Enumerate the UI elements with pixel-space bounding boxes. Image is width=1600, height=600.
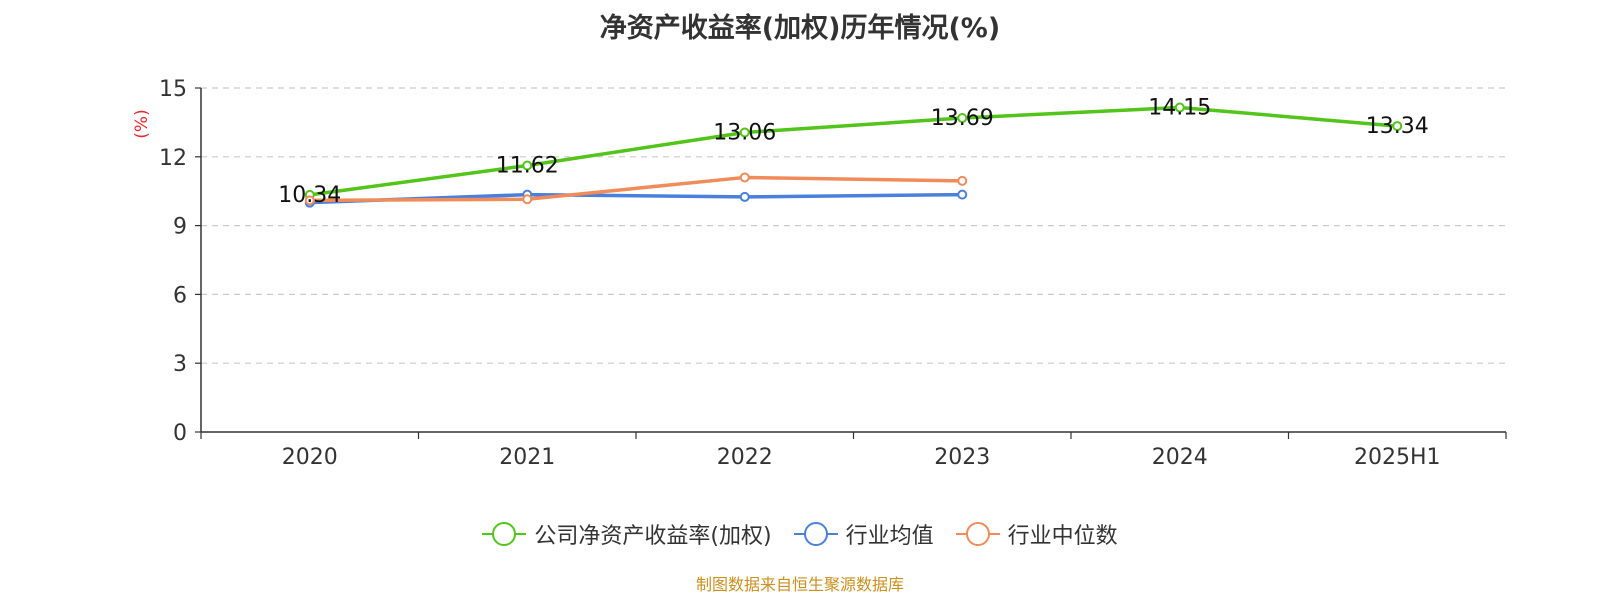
series-line-2 — [308, 175, 964, 203]
plot-area: (%) 0 3 6 9 12 15 2020 2021 2022 2023 2024 2025H1 10.… — [132, 77, 1507, 470]
y-tick-label: 6 — [173, 283, 187, 308]
x-tick-label: 2025H1 — [1354, 445, 1441, 470]
legend-label: 行业中位数 — [1007, 524, 1118, 549]
series-line-0 — [308, 105, 1399, 197]
legend-marker-icon — [482, 521, 527, 547]
data-point-1 — [739, 191, 750, 202]
data-point-1 — [957, 189, 968, 200]
x-tick-label: 2024 — [1152, 445, 1208, 470]
legend-item[interactable]: 公司净资产收益率(加权) — [482, 518, 772, 550]
data-label: 11.62 — [496, 154, 559, 179]
source-note: 制图数据来自恒生聚源数据库 — [695, 575, 904, 594]
data-point-2 — [522, 194, 533, 205]
legend-marker-icon — [955, 521, 1000, 547]
data-point-0 — [1392, 121, 1403, 132]
data-point-0 — [739, 127, 750, 138]
data-label: 13.06 — [713, 120, 776, 145]
data-label: 10.34 — [278, 183, 341, 208]
legend-marker-icon — [793, 521, 838, 547]
y-tick-label: 9 — [173, 215, 187, 240]
data-label: 14.15 — [1148, 95, 1211, 120]
y-tick-label: 3 — [173, 352, 187, 377]
chart-title: 净资产收益率(加权)历年情况(%) — [599, 13, 1001, 44]
data-point-0 — [1174, 102, 1185, 113]
legend-item[interactable]: 行业均值 — [793, 518, 934, 550]
y-tick-label: 0 — [173, 421, 187, 446]
y-tick-label: 15 — [159, 77, 187, 102]
y-tick-label: 12 — [159, 146, 187, 171]
legend-label: 行业均值 — [845, 524, 934, 549]
data-point-2 — [957, 175, 968, 186]
data-point-0 — [957, 113, 968, 124]
legend-label: 公司净资产收益率(加权) — [534, 524, 772, 549]
y-axis-unit-label: (%) — [132, 109, 152, 138]
x-tick-label: 2023 — [934, 445, 990, 470]
data-point-0 — [522, 160, 533, 171]
x-tick-label: 2022 — [717, 445, 773, 470]
legend: 公司净资产收益率(加权) 行业均值 行业中位数 — [0, 518, 1600, 550]
data-label: 13.34 — [1366, 114, 1429, 139]
legend-item[interactable]: 行业中位数 — [955, 518, 1118, 550]
x-tick-label: 2020 — [282, 445, 338, 470]
data-point-2 — [739, 172, 750, 183]
data-label: 13.69 — [931, 106, 994, 131]
data-point-2 — [304, 195, 315, 206]
x-tick-label: 2021 — [499, 445, 555, 470]
